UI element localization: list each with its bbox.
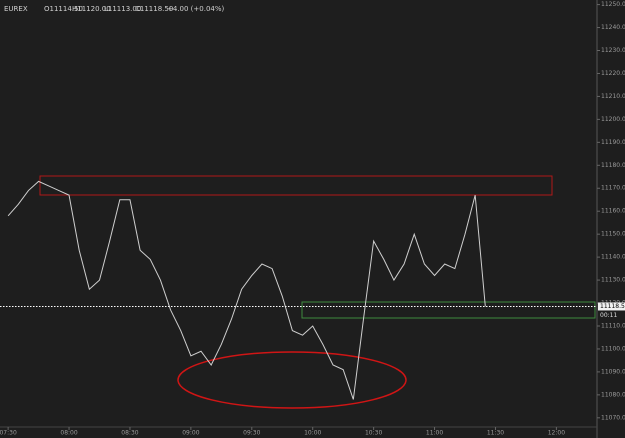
x-tick-label: 09:00 [182, 430, 199, 437]
y-tick-label: 11210.00 [601, 93, 625, 100]
ohlc-value: L11113.00 [104, 5, 141, 13]
y-tick-label: 11150.00 [601, 231, 625, 238]
x-tick-label: 09:30 [243, 430, 260, 437]
ohlc-value: O11114.50 [44, 5, 83, 13]
y-tick-label: 11180.00 [601, 162, 625, 169]
price-line [7, 180, 486, 400]
highlight-ellipse [177, 351, 407, 409]
support-zone [301, 301, 596, 319]
instrument[interactable]: EUREX [4, 5, 28, 13]
y-tick-label: 11250.00 [601, 1, 625, 8]
y-tick-label: 11240.00 [601, 24, 625, 31]
x-tick-label: 10:00 [304, 430, 321, 437]
x-tick-label: 08:30 [121, 430, 138, 437]
x-tick-label: 12:00 [548, 430, 565, 437]
y-tick-label: 11220.00 [601, 70, 625, 77]
x-tick-label: 10:30 [365, 430, 382, 437]
y-tick-label: 11170.00 [601, 185, 625, 192]
resistance-zone [39, 175, 553, 196]
x-tick-label: 07:30 [0, 430, 17, 437]
y-tick-label: 11070.00 [601, 414, 625, 421]
y-tick-label: 11190.00 [601, 139, 625, 146]
x-tick-label: 11:30 [487, 430, 504, 437]
y-tick-label: 11110.00 [601, 322, 625, 329]
countdown: 00:11 [600, 312, 617, 319]
ohlc-value: +4.00 (+0.04%) [167, 5, 225, 13]
y-tick-label: 11080.00 [601, 391, 625, 398]
last-price-box [598, 302, 625, 311]
ohlc-value: H11120.00 [72, 5, 111, 13]
y-tick-label: 11100.00 [601, 345, 625, 352]
y-tick-label: 11090.00 [601, 368, 625, 375]
ohlc-value: C11118.50 [135, 5, 173, 13]
x-tick-label: 11:00 [426, 430, 443, 437]
x-tick-label: 08:00 [60, 430, 77, 437]
y-tick-label: 11130.00 [601, 277, 625, 284]
y-tick-label: 11200.00 [601, 116, 625, 123]
y-tick-label: 11160.00 [601, 208, 625, 215]
last-price-label: 11118.50 [600, 303, 625, 310]
y-tick-label: 11230.00 [601, 47, 625, 54]
y-tick-label: 11140.00 [601, 254, 625, 261]
